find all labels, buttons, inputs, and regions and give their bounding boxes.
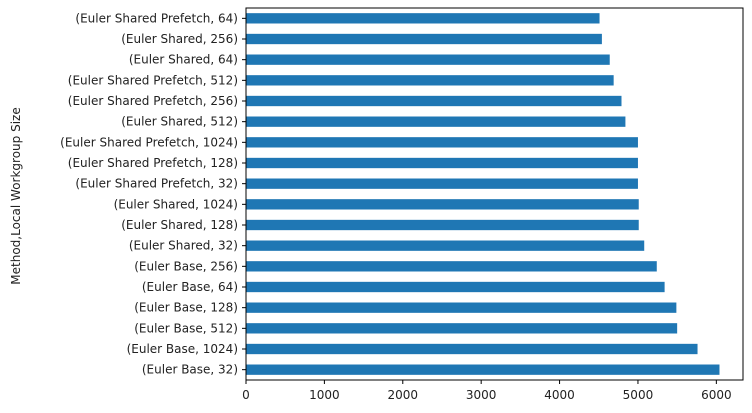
bar [246,240,645,251]
y-tick-label: (Euler Base, 512) [134,321,238,335]
y-tick-label: (Euler Shared, 256) [121,32,238,46]
y-tick-label: (Euler Shared Prefetch, 256) [68,94,238,108]
y-tick-label: (Euler Shared Prefetch, 64) [75,11,238,25]
y-tick-label: (Euler Shared, 64) [129,53,238,67]
bar [246,157,638,169]
bar [246,219,639,231]
y-tick-label: (Euler Shared, 128) [121,218,238,232]
x-tick-label: 6000 [701,388,732,402]
y-tick-label: (Euler Shared, 32) [129,239,238,253]
y-tick-label: (Euler Base, 32) [142,363,238,377]
bar [246,323,678,334]
x-tick-label: 4000 [544,388,575,402]
bar [246,281,665,293]
bar [246,13,600,24]
bar [246,95,622,107]
bars-group [246,13,720,375]
y-tick-label: (Euler Shared Prefetch, 32) [75,177,238,191]
bar [246,199,639,210]
bar [246,116,626,127]
bar [246,302,677,313]
bar [246,364,720,375]
x-tick-label: 2000 [388,388,419,402]
y-axis-title: Method,Local Workgroup Size [9,107,23,284]
y-tick-label: (Euler Base, 128) [134,301,238,315]
x-axis-ticks: 0 1000 2000 3000 4000 5000 6000 [242,380,732,402]
y-tick-label: (Euler Shared Prefetch, 512) [68,73,238,87]
bar [246,33,602,45]
bar [246,137,638,148]
y-tick-label: (Euler Shared, 512) [121,115,238,129]
y-tick-label: (Euler Shared, 1024) [114,197,238,211]
bar [246,178,638,189]
x-tick-label: 1000 [309,388,340,402]
y-tick-label: (Euler Shared Prefetch, 128) [68,156,238,170]
x-tick-label: 0 [242,388,250,402]
bar [246,261,657,272]
x-tick-label: 3000 [466,388,497,402]
y-tick-label: (Euler Base, 1024) [127,342,238,356]
bar [246,54,610,65]
y-tick-label: (Euler Base, 256) [134,259,238,273]
plot-frame [245,7,744,381]
y-tick-label: (Euler Base, 64) [142,280,238,294]
y-tick-label: (Euler Shared Prefetch, 1024) [60,135,238,149]
bar [246,75,614,86]
y-axis-ticks: (Euler Base, 32) (Euler Base, 1024) (Euler… [60,11,246,377]
bar [246,343,698,355]
x-tick-label: 5000 [623,388,654,402]
